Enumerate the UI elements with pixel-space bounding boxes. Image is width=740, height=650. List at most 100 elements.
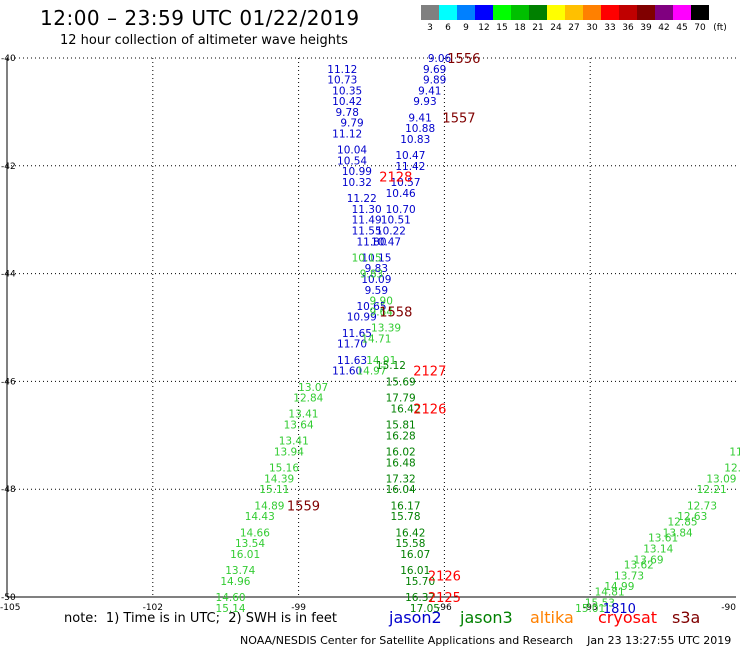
wave-height-value: 11.30 bbox=[352, 204, 382, 216]
wave-height-value: 13.39 bbox=[371, 323, 401, 335]
wave-height-value: 12.85 bbox=[668, 517, 698, 529]
legend-swatch bbox=[565, 5, 583, 20]
wave-height-value: 11.49 bbox=[352, 215, 382, 227]
legend-label: 36 bbox=[622, 23, 634, 33]
wave-height-value: 10.46 bbox=[386, 188, 416, 200]
wave-height-value: 10.99 bbox=[347, 312, 377, 324]
wave-height-value: 13.74 bbox=[225, 565, 255, 577]
wave-height-value: 10.70 bbox=[386, 204, 416, 216]
wave-height-value: 15.12 bbox=[376, 360, 406, 372]
wave-height-value: 9.83 bbox=[365, 263, 388, 275]
wave-height-value: 14.97 bbox=[356, 366, 386, 378]
wave-height-value: 15.01 bbox=[575, 603, 605, 615]
wave-height-value: 14.91 bbox=[366, 355, 396, 367]
pass-time-label: 2126 bbox=[413, 402, 446, 417]
pass-time-label: 1557 bbox=[442, 111, 475, 126]
wave-height-value: 16.37 bbox=[405, 592, 435, 604]
wave-height-value: 15.58 bbox=[395, 538, 425, 550]
wave-height-value: 10.99 bbox=[342, 166, 372, 178]
wave-height-value: 17.79 bbox=[386, 393, 416, 405]
legend-label: 18 bbox=[514, 23, 526, 33]
wave-height-value: 16.01 bbox=[400, 565, 430, 577]
wave-height-value: 11.63 bbox=[337, 355, 367, 367]
wave-height-value: 9.41 bbox=[408, 112, 431, 124]
wave-height-value: 9.06 bbox=[428, 53, 452, 65]
wave-height-value: 13.41 bbox=[279, 436, 309, 448]
wave-height-value: 14.71 bbox=[361, 333, 391, 345]
wave-height-value: 10.09 bbox=[361, 274, 391, 286]
wave-height-value: 16.17 bbox=[390, 500, 420, 512]
wave-height-value: 14.60 bbox=[216, 592, 246, 604]
wave-height-value: 16.04 bbox=[386, 484, 416, 496]
satellite-legend-cryosat: cryosat bbox=[598, 608, 658, 627]
lat-tick-label: -48 bbox=[1, 485, 16, 495]
pass-time-label: 1556 bbox=[447, 52, 480, 67]
wave-height-value: 15.69 bbox=[386, 376, 416, 388]
legend-swatch bbox=[583, 5, 601, 20]
wave-height-value: 10.54 bbox=[337, 155, 367, 167]
pass-time-label: 1558 bbox=[379, 305, 412, 320]
wave-height-value: 10.15 bbox=[361, 252, 391, 264]
wave-height-value: 9.83 bbox=[360, 269, 383, 281]
pass-time-label: 1810 bbox=[603, 602, 636, 617]
wave-height-value: 12.84 bbox=[293, 393, 323, 405]
pass-time-label: 2126 bbox=[428, 569, 461, 584]
pass-time-label: 2125 bbox=[428, 591, 461, 606]
legend-swatch bbox=[457, 5, 475, 20]
legend-swatch bbox=[421, 5, 439, 20]
satellite-legend-jason3: jason3 bbox=[460, 608, 513, 627]
wave-height-value: 16.48 bbox=[386, 457, 416, 469]
wave-height-value: 14.89 bbox=[254, 500, 284, 512]
lat-tick-label: -44 bbox=[1, 270, 16, 280]
wave-height-value: 14.66 bbox=[240, 527, 270, 539]
wave-height-value: 11 bbox=[729, 446, 740, 458]
legend-label: 45 bbox=[676, 23, 688, 33]
wave-height-value: 11.65 bbox=[342, 328, 372, 340]
wave-height-value: 15.78 bbox=[390, 511, 420, 523]
wave-height-value: 10.22 bbox=[376, 225, 406, 237]
wave-height-value: 11.80 bbox=[356, 236, 386, 248]
legend-swatch bbox=[493, 5, 511, 20]
wave-height-value: 10.73 bbox=[327, 75, 357, 87]
wave-height-value: 10.65 bbox=[356, 301, 386, 313]
legend-label: 21 bbox=[532, 23, 544, 33]
wave-height-value: 12.21 bbox=[697, 484, 727, 496]
wave-height-value: 16.01 bbox=[230, 549, 260, 561]
wave-height-value: 13.69 bbox=[633, 554, 663, 566]
wave-height-value: 13.94 bbox=[274, 446, 304, 458]
wave-height-value: 9.41 bbox=[418, 85, 441, 97]
wave-height-value: 9.93 bbox=[413, 96, 436, 108]
wave-height-value: 10.57 bbox=[390, 177, 420, 189]
pass-time-label: 2127 bbox=[413, 365, 446, 380]
wave-height-value: 11.22 bbox=[347, 193, 377, 205]
legend-label: 9 bbox=[463, 23, 469, 33]
legend-label: 42 bbox=[658, 23, 670, 33]
wave-height-value: 10.83 bbox=[400, 134, 430, 146]
lon-tick-label: -105 bbox=[0, 603, 20, 613]
wave-height-value: 10.32 bbox=[342, 177, 372, 189]
wave-height-value: 13.54 bbox=[235, 538, 265, 550]
wave-height-value: 12.5 bbox=[724, 463, 740, 475]
wave-height-value: 15.14 bbox=[216, 603, 246, 615]
legend-swatch bbox=[529, 5, 547, 20]
wave-height-value: 15.81 bbox=[386, 420, 416, 432]
wave-height-value: 11.70 bbox=[337, 339, 367, 351]
wave-height-value: 14.39 bbox=[264, 473, 294, 485]
wave-height-value: 15.16 bbox=[269, 463, 299, 475]
wave-height-value: 17.05 bbox=[410, 603, 440, 615]
wave-height-value: 11.42 bbox=[395, 161, 425, 173]
wave-height-value: 15.53 bbox=[585, 597, 615, 609]
wave-height-value: 11.55 bbox=[352, 225, 382, 237]
wave-height-value: 13.62 bbox=[624, 560, 654, 572]
wave-height-value: 9.90 bbox=[370, 296, 393, 308]
wave-height-value: 11.12 bbox=[332, 128, 362, 140]
page-title: 12:00 – 23:59 UTC 01/22/2019 bbox=[40, 6, 360, 30]
wave-height-value: 15.11 bbox=[259, 484, 289, 496]
wave-height-value: 9.64 bbox=[370, 306, 394, 318]
wave-height-value: 10.47 bbox=[395, 150, 425, 162]
legend-label: 3 bbox=[427, 23, 433, 33]
lon-tick-label: -102 bbox=[143, 603, 163, 613]
wave-height-value: 14.96 bbox=[220, 576, 250, 588]
lat-tick-label: -46 bbox=[1, 377, 16, 387]
